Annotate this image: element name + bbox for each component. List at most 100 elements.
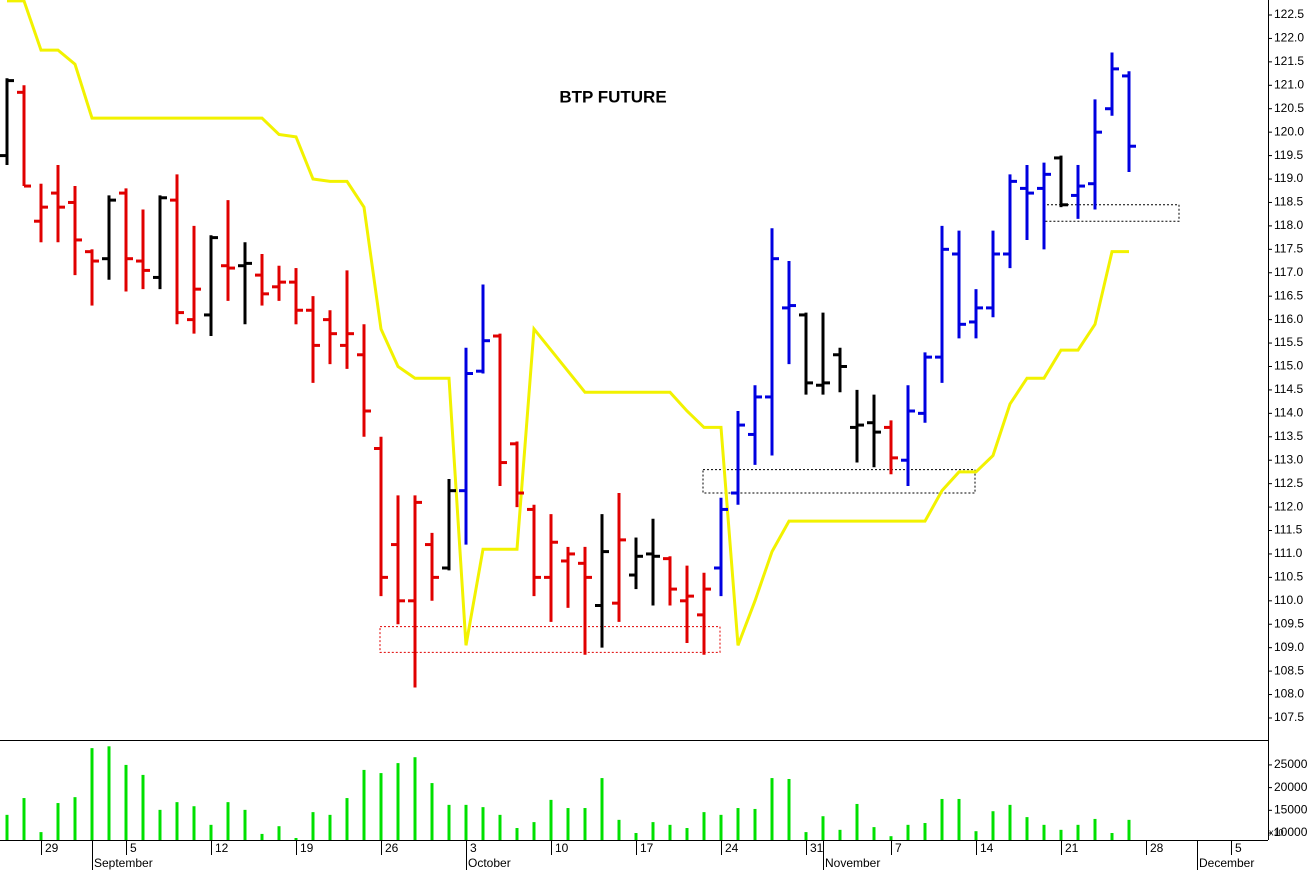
volume-bar — [770, 778, 774, 840]
volume-bar — [821, 816, 825, 840]
y-tick-label: 117.0 — [1274, 265, 1303, 279]
volume-bar — [294, 838, 298, 840]
chart-title: BTP FUTURE — [559, 87, 666, 106]
volume-bar — [583, 808, 587, 840]
volume-bar — [192, 806, 196, 840]
y-tick-label: 120.5 — [1274, 101, 1304, 115]
y-tick-label: 108.0 — [1274, 687, 1304, 701]
volume-bar — [906, 824, 910, 840]
volume-bar — [923, 823, 927, 840]
y-tick-label: 117.5 — [1274, 241, 1303, 255]
y-tick-label: 112.0 — [1274, 499, 1303, 513]
y-tick-label: 107.5 — [1274, 710, 1304, 724]
volume-bar — [532, 822, 536, 840]
x-tick-label: 21 — [1065, 841, 1079, 855]
volume-bar — [107, 746, 111, 840]
volume-bar — [73, 797, 77, 840]
y-tick-label: 118.5 — [1274, 195, 1303, 209]
y-tick-label: 115.0 — [1274, 359, 1303, 373]
volume-bar — [702, 812, 706, 840]
x-tick-label: 3 — [470, 841, 477, 855]
volume-bar — [22, 798, 26, 840]
x-tick-label: 12 — [215, 841, 229, 855]
x-tick-label: 31 — [810, 841, 824, 855]
y-tick-label: 111.5 — [1274, 523, 1303, 537]
volume-bar — [855, 803, 859, 840]
y-tick-label: 113.0 — [1274, 452, 1303, 466]
volume-tick-label: 10000 — [1274, 825, 1308, 839]
volume-bar — [838, 829, 842, 840]
volume-bar — [991, 811, 995, 840]
volume-bar — [549, 799, 553, 840]
stop-line — [7, 0, 1129, 646]
volume-tick-label: 15000 — [1274, 802, 1308, 816]
y-tick-label: 108.5 — [1274, 663, 1304, 677]
volume-bar — [1042, 824, 1046, 840]
volume-bar — [634, 833, 638, 840]
volume-bar — [277, 826, 281, 840]
volume-unit-label: x10 — [1269, 827, 1284, 837]
volume-bar — [56, 803, 60, 840]
y-tick-label: 114.0 — [1274, 406, 1303, 420]
y-tick-label: 115.5 — [1274, 335, 1303, 349]
volume-bar — [345, 798, 349, 840]
y-tick-label: 120.0 — [1274, 124, 1304, 138]
volume-bar — [1127, 819, 1131, 840]
range-zone — [379, 626, 721, 653]
volume-bar — [396, 763, 400, 840]
volume-bar — [1059, 829, 1063, 840]
month-label: September — [94, 856, 153, 870]
volume-bar — [260, 833, 264, 840]
volume-bar — [379, 773, 383, 840]
y-tick-label: 119.5 — [1274, 148, 1303, 162]
volume-bar — [430, 783, 434, 840]
y-tick-label: 112.5 — [1274, 476, 1303, 490]
volume-bar — [243, 809, 247, 840]
volume-bar — [566, 808, 570, 840]
x-tick-label: 24 — [725, 841, 739, 855]
range-zone — [702, 469, 976, 494]
volume-bar — [39, 832, 43, 840]
volume-bar — [736, 808, 740, 840]
y-tick-label: 110.5 — [1274, 570, 1303, 584]
volume-bar — [209, 824, 213, 840]
volume-bar — [1110, 833, 1114, 840]
volume-bar — [685, 828, 689, 840]
volume-tick-label: 20000 — [1274, 780, 1308, 794]
y-tick-label: 116.0 — [1274, 312, 1303, 326]
volume-bar — [974, 831, 978, 840]
volume-bar — [175, 802, 179, 840]
volume-bar — [889, 836, 893, 840]
x-tick-label: 17 — [640, 841, 654, 855]
y-tick-label: 109.5 — [1274, 616, 1304, 630]
volume-bar — [464, 804, 468, 840]
y-tick-label: 119.0 — [1274, 171, 1303, 185]
volume-bar — [957, 798, 961, 840]
y-tick-label: 113.5 — [1274, 429, 1303, 443]
x-tick-label: 19 — [300, 841, 314, 855]
volume-bar — [124, 764, 128, 840]
volume-bar — [804, 832, 808, 840]
y-tick-label: 110.0 — [1274, 593, 1303, 607]
y-tick-label: 116.5 — [1274, 288, 1303, 302]
x-tick-label: 7 — [895, 841, 902, 855]
x-tick-label: 5 — [1235, 841, 1242, 855]
volume-bar — [413, 757, 417, 840]
volume-bar — [668, 824, 672, 840]
x-tick-label: 14 — [980, 841, 994, 855]
volume-bar — [311, 812, 315, 840]
y-tick-label: 122.5 — [1274, 7, 1304, 21]
volume-bar — [141, 774, 145, 840]
x-tick-label: 5 — [130, 841, 137, 855]
y-tick-label: 121.5 — [1274, 54, 1304, 68]
volume-bar — [158, 809, 162, 840]
volume-bar — [1025, 817, 1029, 840]
y-tick-label: 122.0 — [1274, 31, 1304, 45]
volume-bar — [90, 748, 94, 840]
x-tick-label: 29 — [45, 841, 59, 855]
y-tick-label: 111.0 — [1274, 546, 1303, 560]
volume-bar — [447, 804, 451, 840]
volume-bar — [5, 814, 9, 840]
volume-bar — [481, 807, 485, 840]
y-tick-label: 109.0 — [1274, 640, 1304, 654]
